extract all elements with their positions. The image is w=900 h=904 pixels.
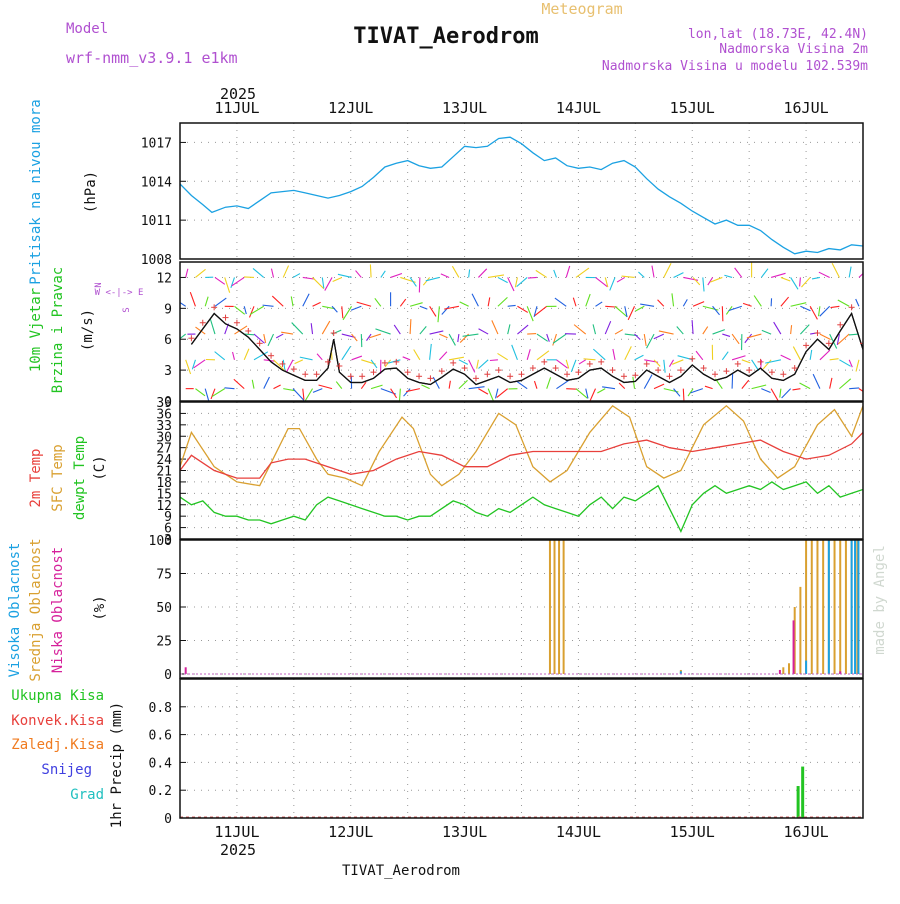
meteogram-label: Meteogram	[541, 0, 622, 18]
y-tick-label: 0	[164, 668, 172, 683]
compass-n: N	[94, 282, 104, 287]
wind-arrow	[732, 373, 733, 389]
legend-convective-rain: Konvek.Kisa	[11, 713, 104, 729]
mid-cloud-ylabel: Srednja Oblacnost	[28, 538, 44, 681]
wind-arrow	[800, 277, 801, 286]
dew-ylabel: dewpt Temp	[72, 436, 88, 520]
compass-s: S	[122, 307, 132, 312]
pressure-ylabel: Pritisak na nivou mora	[28, 99, 44, 284]
wind-arrow	[849, 388, 859, 389]
model-name: wrf-nmm_v3.9.1 e1km	[66, 49, 238, 67]
wind-arrow	[722, 306, 723, 321]
date-tick-top: 11JUL	[214, 99, 259, 117]
wind-arrow	[410, 319, 411, 334]
date-tick-bottom: 11JUL	[214, 823, 259, 841]
y-tick-label: 0.8	[149, 701, 172, 716]
date-tick-bottom: 14JUL	[556, 823, 601, 841]
sfc-ylabel: SFC Temp	[50, 444, 66, 511]
y-tick-label: 100	[149, 534, 172, 549]
wind-arrow	[370, 264, 371, 277]
y-tick-label: 1014	[141, 175, 172, 190]
wind-ylabel-2: Brzina i Pravac	[50, 267, 66, 393]
temp-unit: (C)	[92, 455, 108, 480]
footer-title: TIVAT_Aerodrom	[342, 863, 460, 879]
wind-arrow	[528, 277, 537, 278]
low-cloud-ylabel: Niska Oblacnost	[50, 547, 66, 673]
pressure-unit: (hPa)	[83, 171, 99, 213]
temp2m-ylabel: 2m Temp	[28, 448, 44, 507]
date-tick-bottom: 15JUL	[670, 823, 715, 841]
legend-snow: Snijeg	[41, 762, 92, 778]
wind-arrow	[490, 360, 498, 361]
y-tick-label: 39	[156, 396, 172, 411]
precip-ylabel: 1hr Precip (mm)	[109, 702, 125, 828]
y-tick-label: 9	[164, 302, 172, 317]
wind-ylabel-1: 10m Vjetar	[28, 288, 44, 372]
y-tick-label: 0	[164, 812, 172, 827]
cloud-unit: (%)	[92, 595, 108, 620]
compass-we: W <-|-> E	[95, 288, 144, 298]
page-title: TIVAT_Aerodrom	[353, 24, 538, 49]
date-tick-top: 13JUL	[442, 99, 487, 117]
y-tick-label: 0.4	[149, 756, 173, 771]
y-tick-label: 6	[164, 333, 172, 348]
lonlat-label: lon,lat (18.73E, 42.4N)	[688, 27, 868, 42]
model-altitude-label: Nadmorska Visina u modelu 102.539m	[602, 59, 868, 74]
date-tick-bottom: 16JUL	[784, 823, 829, 841]
date-tick-top: 15JUL	[670, 99, 715, 117]
wind-arrow	[566, 389, 577, 390]
y-tick-label: 0.6	[149, 729, 172, 744]
wind-unit: (m/s)	[80, 309, 96, 351]
y-tick-label: 0.2	[149, 784, 172, 799]
legend-freezing-rain: Zaledj.Kisa	[11, 737, 104, 753]
watermark: made by Angel	[872, 545, 888, 655]
y-tick-label: 75	[156, 567, 172, 582]
date-tick-bottom: 13JUL	[442, 823, 487, 841]
model-label: Model	[66, 21, 108, 37]
y-tick-label: 12	[156, 271, 172, 286]
high-cloud-ylabel: Visoka Oblacnost	[7, 543, 23, 678]
altitude-label: Nadmorska Visina 2m	[719, 42, 868, 57]
y-tick-label: 1008	[141, 253, 172, 268]
date-tick-top: 16JUL	[784, 99, 829, 117]
date-tick-top: 14JUL	[556, 99, 601, 117]
date-tick-top: 12JUL	[328, 99, 373, 117]
legend-hail: Grad	[70, 787, 104, 803]
wind-arrow	[419, 277, 420, 292]
date-tick-bottom: 12JUL	[328, 823, 373, 841]
y-tick-label: 3	[164, 364, 172, 379]
y-tick-label: 1011	[141, 214, 172, 229]
y-tick-label: 50	[156, 601, 172, 616]
legend-total-rain: Ukupna Kisa	[11, 688, 104, 704]
year-bottom-label: 2025	[220, 841, 256, 859]
y-tick-label: 1017	[141, 136, 172, 151]
y-tick-label: 25	[156, 634, 172, 649]
wind-arrow	[244, 277, 254, 278]
